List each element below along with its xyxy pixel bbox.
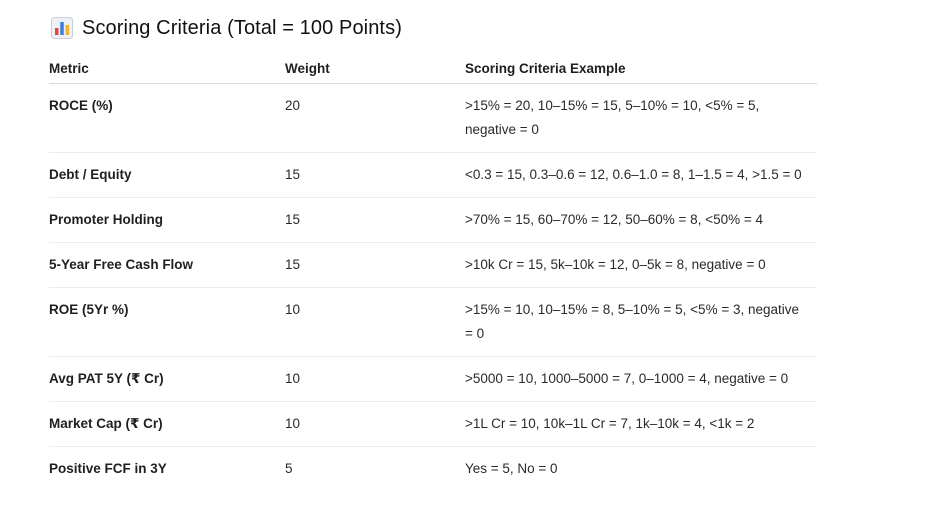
weight-cell: 15: [285, 242, 465, 288]
metric-cell: Market Cap (₹ Cr): [49, 401, 285, 447]
table-row: Market Cap (₹ Cr) 10 >1L Cr = 10, 10k–1L…: [49, 401, 817, 447]
weight-cell: 10: [285, 356, 465, 402]
metric-cell: Debt / Equity: [49, 152, 285, 198]
metric-cell: Avg PAT 5Y (₹ Cr): [49, 356, 285, 402]
metric-cell: 5-Year Free Cash Flow: [49, 242, 285, 288]
column-header-criteria: Scoring Criteria Example: [465, 53, 817, 84]
criteria-cell: >70% = 15, 60–70% = 12, 50–60% = 8, <50%…: [465, 197, 817, 243]
bar-chart-icon: [51, 17, 73, 39]
scoring-table: Metric Weight Scoring Criteria Example R…: [49, 53, 817, 491]
weight-cell: 10: [285, 401, 465, 447]
column-header-weight: Weight: [285, 53, 465, 84]
criteria-cell: >10k Cr = 15, 5k–10k = 12, 0–5k = 8, neg…: [465, 242, 817, 288]
criteria-cell: >5000 = 10, 1000–5000 = 7, 0–1000 = 4, n…: [465, 356, 817, 402]
metric-cell: ROCE (%): [49, 83, 285, 153]
table-row: Avg PAT 5Y (₹ Cr) 10 >5000 = 10, 1000–50…: [49, 356, 817, 402]
weight-cell: 10: [285, 287, 465, 357]
table-row: ROCE (%) 20 >15% = 20, 10–15% = 15, 5–10…: [49, 83, 817, 153]
weight-cell: 15: [285, 152, 465, 198]
metric-cell: ROE (5Yr %): [49, 287, 285, 357]
criteria-cell: <0.3 = 15, 0.3–0.6 = 12, 0.6–1.0 = 8, 1–…: [465, 152, 817, 198]
table-row: Debt / Equity 15 <0.3 = 15, 0.3–0.6 = 12…: [49, 152, 817, 198]
metric-cell: Promoter Holding: [49, 197, 285, 243]
section-heading: Scoring Criteria (Total = 100 Points): [51, 14, 402, 42]
criteria-cell: >1L Cr = 10, 10k–1L Cr = 7, 1k–10k = 4, …: [465, 401, 817, 447]
table-row: ROE (5Yr %) 10 >15% = 10, 10–15% = 8, 5–…: [49, 287, 817, 357]
weight-cell: 15: [285, 197, 465, 243]
column-header-metric: Metric: [49, 53, 285, 84]
table-row: Promoter Holding 15 >70% = 15, 60–70% = …: [49, 197, 817, 243]
table-header-row: Metric Weight Scoring Criteria Example: [49, 53, 817, 84]
criteria-cell: >15% = 20, 10–15% = 15, 5–10% = 10, <5% …: [465, 83, 817, 153]
criteria-cell: Yes = 5, No = 0: [465, 461, 558, 476]
metric-cell: Positive FCF in 3Y: [49, 461, 167, 476]
table-row: Positive FCF in 3Y 5 Yes = 5, No = 0: [49, 447, 817, 492]
weight-cell: 5: [285, 461, 293, 476]
table-row: 5-Year Free Cash Flow 15 >10k Cr = 15, 5…: [49, 242, 817, 288]
criteria-cell: >15% = 10, 10–15% = 8, 5–10% = 5, <5% = …: [465, 287, 817, 357]
page-title: Scoring Criteria (Total = 100 Points): [82, 16, 402, 39]
weight-cell: 20: [285, 83, 465, 153]
